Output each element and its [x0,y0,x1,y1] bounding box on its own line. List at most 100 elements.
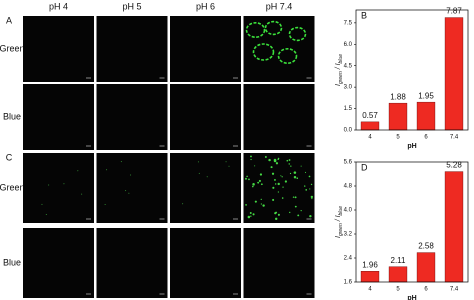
green-dot [309,214,312,218]
value-label: 5.28 [446,161,462,170]
green-dot [275,217,278,221]
green-dot [250,155,252,158]
y-axis-label: Igreen / Iblue [335,54,344,86]
green-dot [258,179,261,183]
green-dot [225,161,227,163]
panel-letter: C [6,152,13,162]
green-dot [284,180,288,183]
value-label: 1.96 [362,260,378,269]
bar [416,252,436,283]
panel-letter: B [361,10,367,20]
value-label: 1.95 [418,91,434,100]
micrograph [96,16,168,82]
green-dot [275,162,279,165]
green-dot [297,214,300,217]
green-dot [272,186,275,189]
x-tick-label: 4 [368,287,372,293]
green-dot [281,176,283,178]
green-dot [273,158,277,162]
green-dot [250,215,252,217]
green-dot [182,203,184,205]
green-dot [125,190,127,192]
bar [444,171,464,283]
x-tick-label: 5 [396,287,400,293]
green-dot [289,211,291,214]
green-dot [228,165,230,167]
green-dot [274,183,277,185]
micrograph [23,16,94,82]
panel-letter: D [361,162,368,172]
green-dot [45,213,47,215]
bar [360,121,380,131]
column-header: pH 6 [196,1,215,11]
value-label: 2.11 [391,256,407,265]
x-axis-label: pH [407,143,416,150]
y-tick-label: 6.0 [344,42,353,48]
green-cell [277,47,298,64]
green-dot [296,177,299,179]
green-dot [251,185,254,188]
green-cell [252,43,275,61]
y-axis-label: Igreen / Iblue [335,206,344,238]
green-dot [274,178,276,181]
value-label: 7.87 [446,7,462,16]
green-dot [300,165,302,167]
column-header: pH 7.4 [266,1,293,11]
green-dot [48,184,50,186]
y-axis-label-part: / I [335,215,342,223]
y-axis-label-part: I [335,236,342,238]
green-dot [254,165,256,167]
bar [416,101,436,131]
x-axis-label: pH [407,295,416,300]
green-dot [77,170,79,172]
bar [360,271,380,283]
y-tick-label: 1.6 [344,280,353,286]
green-dot [262,204,265,207]
green-dot [250,158,252,161]
panel-letter: A [6,15,12,25]
green-cell [264,20,283,36]
green-dot [254,200,257,203]
green-dot [281,197,284,199]
y-axis-label-part: / I [335,63,342,71]
micrograph [96,228,168,298]
x-tick-label: 7.4 [450,135,459,141]
green-dot [294,205,297,208]
micrograph [170,153,241,223]
green-dot [288,163,290,165]
green-dot [260,203,262,205]
green-dot [264,155,267,158]
green-dot [274,212,277,215]
green-dot [270,166,273,169]
green-dot [277,158,280,161]
micrograph [170,228,241,298]
green-dot [289,172,292,175]
y-axis-label-part: green [338,223,344,236]
value-label: 0.57 [362,111,378,120]
green-dot [206,176,208,178]
y-axis-label-part: blue [338,54,344,64]
y-axis-label-part: I [335,84,342,86]
green-cell [245,21,266,38]
row-label: Blue [3,111,21,121]
green-dot [120,161,122,163]
micrograph [96,84,168,150]
green-dot [63,183,65,185]
green-dot [260,198,262,200]
y-tick-label: 4.0 [344,208,353,214]
green-dot [293,176,297,179]
micrograph [170,84,241,150]
micrograph [23,153,94,223]
green-dot [260,183,263,186]
value-label: 1.88 [390,92,406,101]
y-tick-label: 4.5 [344,63,353,69]
green-dot [277,182,280,186]
row-label: Green [0,43,25,53]
green-dot [259,173,263,176]
green-dot [81,193,83,195]
green-dot [130,174,132,176]
micrograph [23,84,94,150]
micrograph [243,16,315,82]
green-dot [304,185,306,187]
